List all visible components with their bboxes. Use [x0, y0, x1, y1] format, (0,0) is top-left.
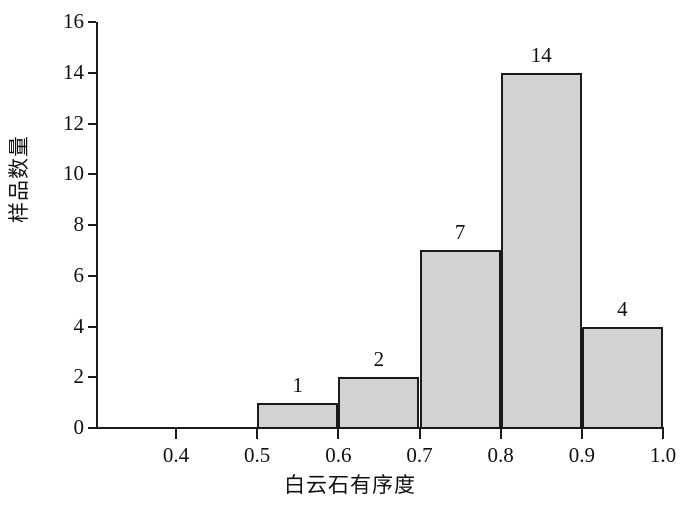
x-tick-mark	[175, 429, 177, 439]
histogram-bar	[581, 326, 663, 429]
x-tick-mark	[662, 429, 664, 439]
bar-value-label: 7	[454, 220, 466, 245]
y-tick-label: 4	[73, 313, 85, 338]
x-tick-label: 1.0	[649, 443, 677, 467]
y-tick-label-container: 4	[40, 313, 85, 338]
x-tick-mark	[418, 429, 421, 439]
y-tick-label-container: 10	[40, 163, 84, 184]
y-tick-label: 0	[73, 415, 85, 439]
y-tick-mark	[88, 274, 96, 277]
x-tick-label: 0.8	[487, 443, 514, 467]
y-tick-label: 16	[63, 9, 84, 33]
x-tick-label: 0.4	[162, 443, 190, 467]
x-tick-label: 0.7	[406, 443, 433, 467]
y-axis-line	[96, 22, 98, 429]
x-axis-title: 白云石有序度	[284, 473, 416, 497]
y-tick-label: 8	[73, 212, 85, 236]
x-tick-label: 0.5	[244, 443, 271, 467]
y-tick-mark	[88, 71, 96, 74]
y-tick-mark	[88, 325, 96, 328]
y-tick-label-container: 2	[40, 364, 85, 389]
y-tick-mark	[88, 122, 96, 125]
x-tick-mark	[499, 429, 502, 439]
x-tick-label: 0.6	[325, 443, 352, 467]
x-tick-mark	[337, 429, 340, 439]
y-tick-label-container: 12	[40, 110, 84, 135]
y-tick-label: 12	[63, 110, 84, 135]
y-tick-label-container: 0	[40, 415, 85, 439]
histogram-bar	[419, 250, 501, 429]
x-tick-label: 0.9	[568, 443, 595, 467]
y-axis-title: 样品数量	[7, 135, 31, 223]
y-tick-label: 10	[63, 161, 84, 186]
y-tick-label: 2	[73, 364, 85, 389]
y-tick-mark	[88, 21, 96, 23]
y-tick-label: 14	[63, 59, 84, 84]
y-tick-label: 6	[73, 262, 85, 287]
y-tick-mark	[88, 224, 96, 226]
y-tick-mark	[88, 376, 96, 379]
bar-value-label: 1	[292, 372, 304, 397]
bar-value-label: 2	[373, 347, 385, 372]
bar-value-label: 14	[530, 42, 552, 67]
bar-value-label: 4	[617, 296, 628, 321]
histogram-bar	[338, 377, 420, 429]
y-tick-label-container: 14	[40, 59, 84, 84]
y-tick-label-container: 8	[40, 212, 85, 236]
x-tick-mark	[580, 429, 583, 439]
y-tick-mark	[88, 173, 96, 176]
x-tick-mark	[256, 429, 259, 439]
y-tick-mark	[88, 427, 96, 429]
y-tick-label-container: 16	[40, 11, 84, 32]
histogram-bar	[257, 402, 339, 429]
y-axis-title-container: 样品数量	[0, 79, 38, 279]
y-tick-label-container: 6	[40, 262, 85, 287]
histogram-bar	[500, 72, 582, 429]
